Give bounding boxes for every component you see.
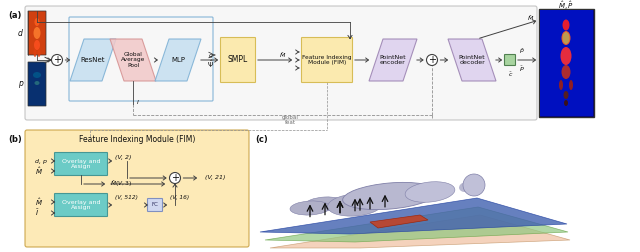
- Text: $\hat{M}(V,3)$: $\hat{M}(V,3)$: [110, 179, 132, 189]
- Ellipse shape: [328, 194, 383, 216]
- Text: (V, 2): (V, 2): [115, 155, 131, 161]
- Text: d, p: d, p: [35, 159, 47, 164]
- Polygon shape: [260, 198, 567, 234]
- Text: $\hat{M}$: $\hat{M}$: [35, 165, 43, 177]
- Text: $\hat{M}, \hat{P}$: $\hat{M}, \hat{P}$: [558, 0, 574, 12]
- Ellipse shape: [563, 19, 570, 30]
- Ellipse shape: [564, 100, 568, 106]
- FancyBboxPatch shape: [54, 194, 108, 216]
- Ellipse shape: [561, 65, 570, 79]
- Ellipse shape: [569, 80, 573, 90]
- FancyBboxPatch shape: [539, 9, 594, 117]
- Polygon shape: [70, 39, 116, 81]
- FancyBboxPatch shape: [301, 38, 353, 82]
- Ellipse shape: [33, 72, 41, 78]
- Text: feat: feat: [285, 120, 296, 125]
- Text: PointNet
decoder: PointNet decoder: [459, 55, 485, 66]
- Text: $\hat{M}$: $\hat{M}$: [280, 50, 287, 60]
- Text: $\hat{M}$: $\hat{M}$: [35, 196, 43, 208]
- Text: (b): (b): [8, 135, 22, 144]
- Text: +: +: [428, 55, 436, 65]
- Ellipse shape: [459, 182, 473, 192]
- Text: (V, 512): (V, 512): [115, 196, 138, 201]
- Text: $\hat{\Psi}$: $\hat{\Psi}$: [207, 58, 214, 70]
- Ellipse shape: [290, 201, 330, 215]
- Text: $\bar{I}$: $\bar{I}$: [35, 208, 40, 218]
- Text: Overlay and
Assign: Overlay and Assign: [61, 200, 100, 210]
- Circle shape: [51, 54, 63, 66]
- Ellipse shape: [561, 47, 572, 65]
- Text: (V, 16): (V, 16): [170, 196, 189, 201]
- Ellipse shape: [342, 182, 437, 210]
- FancyBboxPatch shape: [504, 54, 515, 66]
- Ellipse shape: [38, 49, 40, 57]
- Ellipse shape: [563, 32, 570, 44]
- Text: Overlay and
Assign: Overlay and Assign: [61, 159, 100, 169]
- Text: Feature Indexing Module (FIM): Feature Indexing Module (FIM): [79, 135, 195, 143]
- Ellipse shape: [563, 91, 568, 99]
- Ellipse shape: [559, 80, 563, 90]
- Text: g: g: [209, 52, 213, 57]
- FancyBboxPatch shape: [147, 199, 163, 211]
- Text: (a): (a): [8, 11, 21, 20]
- Text: I: I: [137, 100, 139, 105]
- Text: PointNet
encoder: PointNet encoder: [380, 55, 406, 66]
- Text: FC: FC: [152, 203, 159, 207]
- Text: d: d: [18, 28, 23, 38]
- Circle shape: [170, 173, 180, 183]
- Text: MLP: MLP: [171, 57, 185, 63]
- Text: Feature Indexing
Module (FIM): Feature Indexing Module (FIM): [302, 55, 352, 66]
- Polygon shape: [110, 39, 156, 81]
- Circle shape: [426, 54, 438, 66]
- FancyBboxPatch shape: [221, 38, 255, 82]
- FancyBboxPatch shape: [25, 6, 537, 120]
- FancyBboxPatch shape: [540, 10, 593, 116]
- Text: SMPL: SMPL: [228, 55, 248, 65]
- Text: p: p: [18, 79, 23, 88]
- Ellipse shape: [405, 182, 455, 202]
- Ellipse shape: [34, 40, 40, 50]
- FancyBboxPatch shape: [28, 62, 46, 106]
- Polygon shape: [448, 39, 496, 81]
- Ellipse shape: [305, 197, 345, 211]
- FancyBboxPatch shape: [28, 11, 46, 55]
- Circle shape: [463, 174, 485, 196]
- Text: Global
Average
Pool: Global Average Pool: [121, 52, 145, 68]
- Polygon shape: [265, 207, 568, 242]
- Text: $\hat{M}$: $\hat{M}$: [527, 13, 534, 23]
- Polygon shape: [155, 39, 201, 81]
- FancyBboxPatch shape: [54, 152, 108, 175]
- Text: (c): (c): [255, 135, 268, 144]
- Text: $\bar{c}$: $\bar{c}$: [508, 71, 514, 79]
- Text: $\hat{p}$: $\hat{p}$: [519, 46, 525, 56]
- Ellipse shape: [35, 81, 40, 85]
- Ellipse shape: [33, 27, 40, 39]
- Text: +: +: [53, 55, 61, 65]
- Polygon shape: [270, 215, 570, 248]
- Text: (V, 21): (V, 21): [205, 175, 225, 180]
- Text: global: global: [282, 115, 298, 120]
- Polygon shape: [370, 215, 428, 228]
- FancyBboxPatch shape: [25, 130, 249, 247]
- Ellipse shape: [35, 18, 40, 26]
- Text: +: +: [171, 173, 179, 183]
- Text: $\bar{P}$: $\bar{P}$: [519, 65, 525, 74]
- Ellipse shape: [33, 49, 36, 57]
- Polygon shape: [369, 39, 417, 81]
- Ellipse shape: [561, 31, 570, 45]
- Text: ResNet: ResNet: [81, 57, 105, 63]
